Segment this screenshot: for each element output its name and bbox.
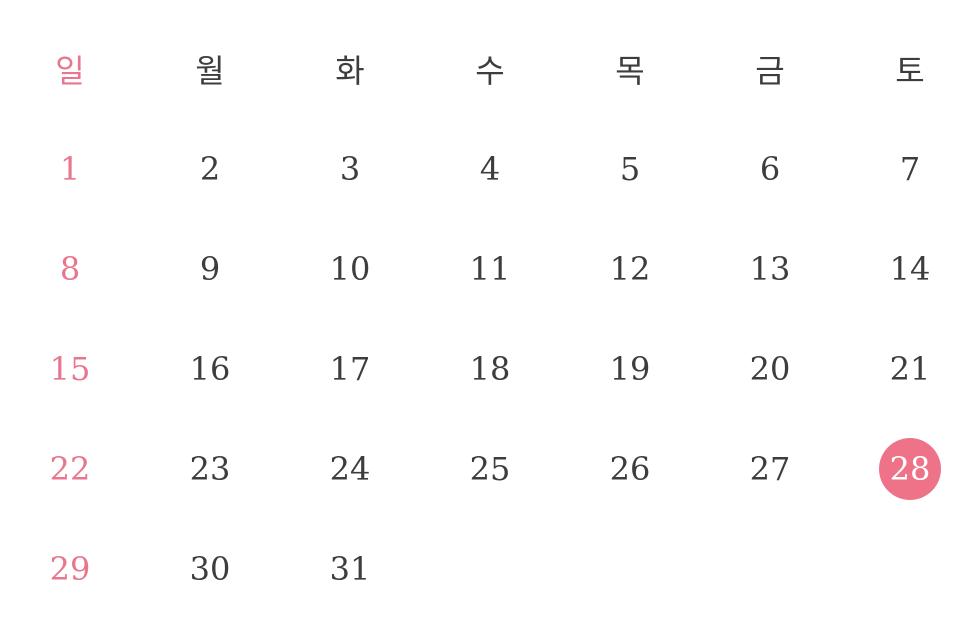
day-cell[interactable]: 9 <box>140 219 280 319</box>
day-number: 13 <box>749 250 791 288</box>
day-number: 2 <box>199 150 221 188</box>
day-cell[interactable]: 2 <box>140 119 280 219</box>
day-number: 25 <box>469 450 511 488</box>
day-number: 31 <box>329 550 371 588</box>
day-cell[interactable]: 21 <box>840 319 980 419</box>
week-row: 8 9 10 11 12 13 14 <box>0 219 980 319</box>
day-cell[interactable]: 16 <box>140 319 280 419</box>
day-number: 7 <box>899 150 921 188</box>
day-cell[interactable]: 29 <box>0 519 140 619</box>
day-number: 29 <box>49 550 91 588</box>
day-number: 23 <box>189 450 231 488</box>
day-number: 27 <box>749 450 791 488</box>
day-cell[interactable]: 10 <box>280 219 420 319</box>
day-cell[interactable]: 11 <box>420 219 560 319</box>
day-cell[interactable]: 5 <box>560 119 700 219</box>
week-row: 29 30 31 <box>0 519 980 619</box>
day-cell[interactable]: 25 <box>420 419 560 519</box>
day-cell[interactable]: 6 <box>700 119 840 219</box>
day-number: 30 <box>189 550 231 588</box>
day-cell[interactable]: 30 <box>140 519 280 619</box>
day-number: 8 <box>59 250 81 288</box>
day-cell[interactable]: 15 <box>0 319 140 419</box>
day-number: 24 <box>329 450 371 488</box>
day-number: 5 <box>619 150 641 188</box>
day-number: 18 <box>469 350 511 388</box>
day-number: 10 <box>329 250 371 288</box>
day-cell[interactable]: 18 <box>420 319 560 419</box>
day-cell[interactable]: 20 <box>700 319 840 419</box>
day-number: 19 <box>609 350 651 388</box>
weekday-mon: 월 <box>195 52 225 90</box>
day-cell[interactable]: 26 <box>560 419 700 519</box>
weekday-thu: 목 <box>615 52 645 90</box>
day-number: 16 <box>189 350 231 388</box>
day-cell[interactable]: 22 <box>0 419 140 519</box>
day-cell[interactable]: 27 <box>700 419 840 519</box>
day-number: 14 <box>889 250 931 288</box>
day-number: 1 <box>59 150 81 188</box>
weekday-tue: 화 <box>335 52 365 90</box>
weekday-wed: 수 <box>475 52 505 90</box>
day-number: 6 <box>759 150 781 188</box>
day-cell[interactable]: 14 <box>840 219 980 319</box>
day-cell[interactable]: 4 <box>420 119 560 219</box>
day-cell[interactable]: 17 <box>280 319 420 419</box>
week-row: 1 2 3 4 5 6 7 <box>0 119 980 219</box>
day-cell[interactable]: 1 <box>0 119 140 219</box>
day-cell[interactable]: 31 <box>280 519 420 619</box>
day-cell[interactable]: 3 <box>280 119 420 219</box>
weekday-header: 일 월 화 수 목 금 토 <box>0 19 980 119</box>
day-cell[interactable]: 13 <box>700 219 840 319</box>
day-cell[interactable]: 12 <box>560 219 700 319</box>
day-cell[interactable]: 8 <box>0 219 140 319</box>
day-cell[interactable]: 19 <box>560 319 700 419</box>
day-cell[interactable]: 7 <box>840 119 980 219</box>
day-number: 26 <box>609 450 651 488</box>
day-cell[interactable]: 23 <box>140 419 280 519</box>
weekday-fri: 금 <box>755 52 785 90</box>
day-number: 17 <box>329 350 371 388</box>
day-cell-selected[interactable]: 28 <box>840 419 980 519</box>
day-number: 21 <box>889 350 931 388</box>
day-number: 4 <box>479 150 501 188</box>
week-row: 15 16 17 18 19 20 21 <box>0 319 980 419</box>
day-number: 28 <box>879 438 941 500</box>
weekday-sat: 토 <box>895 52 925 90</box>
day-number: 9 <box>199 250 221 288</box>
week-row: 22 23 24 25 26 27 28 <box>0 419 980 519</box>
day-number: 20 <box>749 350 791 388</box>
day-number: 11 <box>469 250 511 288</box>
day-cell[interactable]: 24 <box>280 419 420 519</box>
day-number: 3 <box>339 150 361 188</box>
day-number: 12 <box>609 250 651 288</box>
day-number: 15 <box>49 350 91 388</box>
day-number: 22 <box>49 450 91 488</box>
weekday-sun: 일 <box>55 52 85 90</box>
